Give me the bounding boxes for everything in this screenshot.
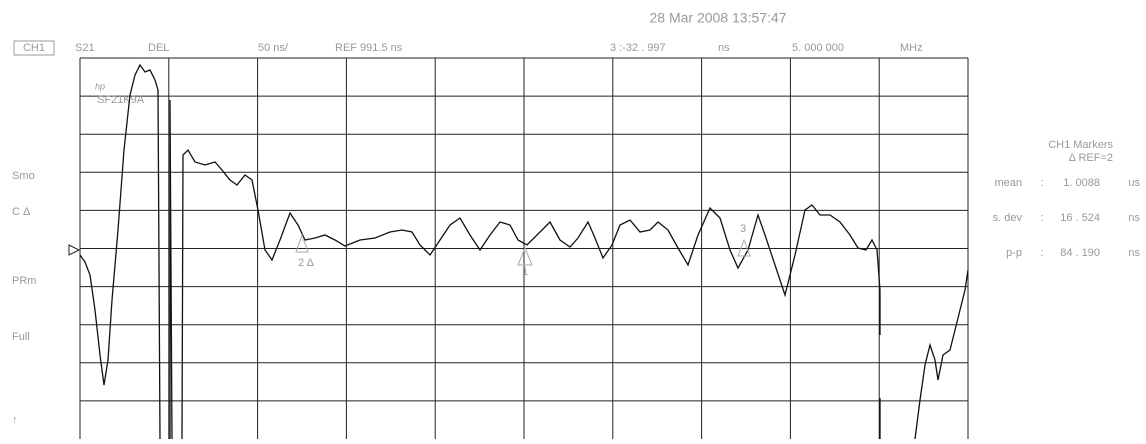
- stats-subtitle: Δ REF=2: [1069, 152, 1113, 164]
- marker-label: 3: [740, 223, 746, 235]
- reference: REF 991.5 ns: [335, 42, 403, 54]
- stats-cell: 16 . 524: [1060, 212, 1100, 224]
- stats-title: CH1 Markers: [1048, 139, 1113, 151]
- stats-cell: 1. 0088: [1063, 177, 1100, 189]
- stats-cell: :: [1040, 212, 1043, 224]
- marker-triangle: [517, 246, 533, 266]
- channel: CH1: [23, 42, 45, 54]
- marker-unit: ns: [718, 42, 730, 54]
- stats-cell: :: [1040, 247, 1043, 259]
- trace: [79, 63, 969, 440]
- softkey: ↑: [12, 414, 18, 426]
- stats-cell: ns: [1128, 212, 1140, 224]
- stats-cell: us: [1128, 177, 1140, 189]
- model: SF21K9A: [97, 94, 145, 106]
- stats-cell: ns: [1128, 247, 1140, 259]
- ref-pointer: [68, 244, 81, 256]
- stats-cell: 84 . 190: [1060, 247, 1100, 259]
- marker-label: 2 Δ: [298, 257, 315, 269]
- grid: [79, 57, 969, 439]
- marker-freq: 5. 000 000: [792, 42, 844, 54]
- softkey: PRm: [12, 275, 36, 287]
- marker-value: 3 :-32 . 997: [610, 42, 666, 54]
- marker-triangle: [737, 238, 751, 257]
- marker-label: 1: [522, 266, 528, 278]
- scale: 50 ns/: [258, 42, 289, 54]
- stats-cell: mean: [994, 177, 1022, 189]
- stats-cell: :: [1040, 177, 1043, 189]
- marker-freq-unit: MHz: [900, 42, 923, 54]
- softkey: Full: [12, 331, 30, 343]
- stats: mean: 1. 0088 us s. dev: 16 . 524 ns p-p: 84 . …: [993, 177, 1141, 259]
- format: DEL: [148, 42, 169, 54]
- brand: hp: [95, 81, 105, 91]
- marker-triangle: [295, 233, 309, 253]
- channel-box: [13, 40, 55, 56]
- stats-cell: p-p: [1006, 247, 1022, 259]
- parameter: S21: [75, 42, 95, 54]
- stats-cell: s. dev: [993, 212, 1023, 224]
- softkey: C Δ: [12, 206, 31, 218]
- softkey: Smo: [12, 170, 35, 182]
- timestamp: 28 Mar 2008 13:57:47: [650, 10, 787, 26]
